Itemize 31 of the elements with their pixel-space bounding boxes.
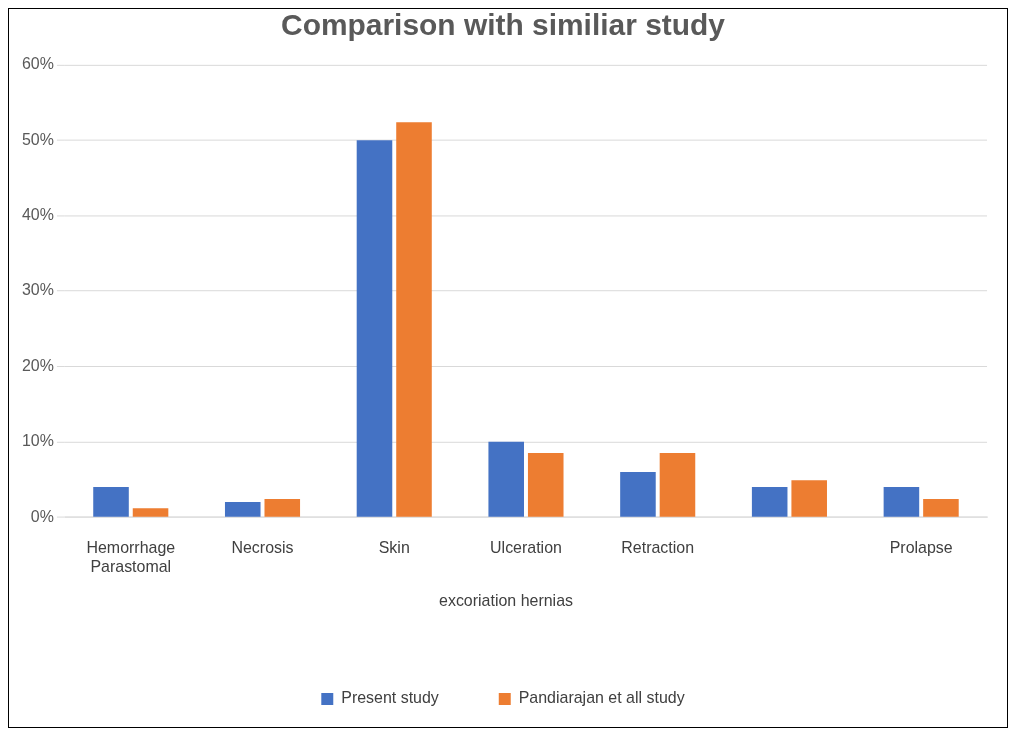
x-tick-label: Prolapse: [889, 539, 953, 557]
bar: [264, 499, 301, 517]
y-tick-label: 10%: [21, 432, 54, 450]
x-tick-label: Hemorrhage Parastomal: [86, 539, 176, 576]
bar: [791, 480, 827, 517]
y-tick-label: 50%: [21, 130, 54, 148]
bar: [224, 502, 261, 517]
bar: [396, 122, 432, 517]
x-tick-label: Retraction: [621, 539, 695, 557]
bar: [751, 487, 788, 517]
bar: [923, 499, 959, 517]
bar: [356, 140, 393, 517]
y-tick-label: 20%: [21, 356, 54, 374]
bar: [93, 487, 129, 517]
x-tick-label: Necrosis: [231, 539, 294, 557]
legend-label: Pandiarajan et all study: [518, 689, 685, 707]
chart-title: Comparison with similiar study: [281, 8, 726, 42]
y-tick-label: 60%: [21, 55, 54, 73]
bar: [620, 471, 656, 517]
bar: [883, 487, 920, 517]
bar: [488, 441, 524, 517]
y-tick-label: 40%: [21, 206, 54, 224]
legend-label: Present study: [341, 689, 439, 707]
y-tick-label: 30%: [21, 281, 54, 299]
y-tick-label: 0%: [30, 507, 54, 525]
bar: [659, 453, 696, 517]
bar: [527, 453, 564, 517]
text: excoriation hernias: [439, 592, 574, 610]
x-tick-label: Ulceration: [490, 539, 562, 557]
x-tick-label: Skin: [378, 539, 410, 557]
bar: [132, 508, 169, 517]
